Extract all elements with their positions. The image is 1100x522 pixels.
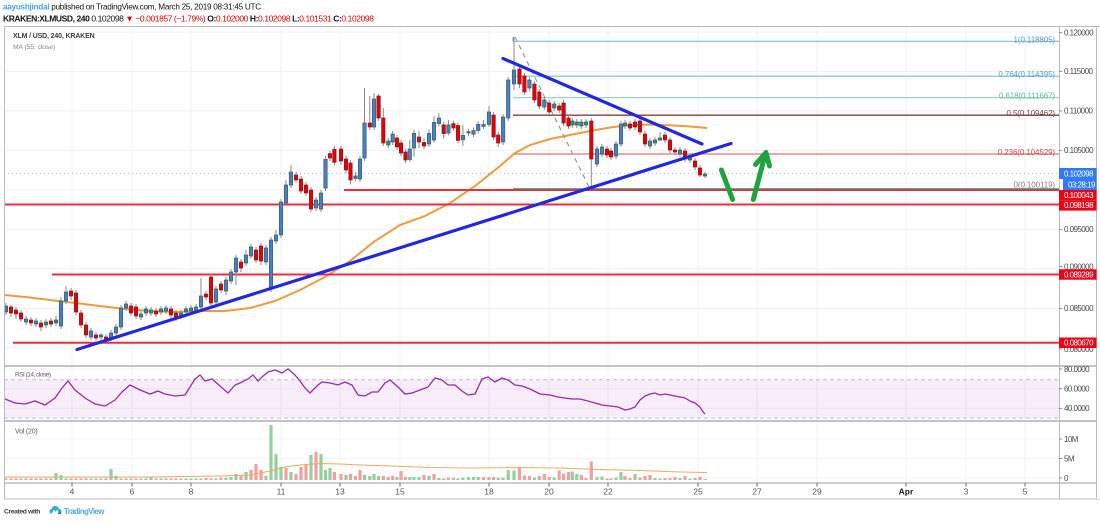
svg-text:0.105000: 0.105000 bbox=[1064, 146, 1094, 155]
svg-text:03:28:19: 03:28:19 bbox=[1068, 180, 1096, 189]
svg-text:0.110000: 0.110000 bbox=[1064, 107, 1093, 116]
svg-text:0.618(0.111667): 0.618(0.111667) bbox=[999, 92, 1055, 101]
svg-text:0.080000: 0.080000 bbox=[1064, 345, 1094, 354]
svg-text:0.089289: 0.089289 bbox=[1064, 270, 1094, 279]
svg-text:0.764(0.114395): 0.764(0.114395) bbox=[998, 70, 1055, 79]
svg-text:0: 0 bbox=[1064, 474, 1069, 483]
svg-text:10M: 10M bbox=[1064, 435, 1079, 444]
svg-text:Apr: Apr bbox=[899, 487, 914, 497]
svg-text:80.0000: 80.0000 bbox=[1064, 365, 1090, 374]
svg-text:0.102098: 0.102098 bbox=[1064, 169, 1094, 178]
svg-text:MA (55, close): MA (55, close) bbox=[13, 44, 55, 51]
svg-text:6: 6 bbox=[130, 487, 135, 497]
svg-text:8: 8 bbox=[189, 487, 194, 497]
svg-text:Created with: Created with bbox=[4, 509, 40, 516]
svg-text:13: 13 bbox=[335, 487, 345, 497]
svg-text:0.236(0.104529): 0.236(0.104529) bbox=[998, 148, 1056, 157]
svg-text:0.120000: 0.120000 bbox=[1064, 28, 1094, 37]
svg-text:0.098198: 0.098198 bbox=[1064, 201, 1094, 210]
svg-text:0(0.100119): 0(0.100119) bbox=[1014, 180, 1056, 189]
svg-text:4: 4 bbox=[70, 487, 75, 497]
svg-text:aayushjindal published on Trad: aayushjindal published on TradingView.co… bbox=[3, 3, 261, 12]
svg-text:KRAKEN:XLMUSD, 240 0.102098 ▼: KRAKEN:XLMUSD, 240 0.102098 ▼ −0.001857 … bbox=[3, 13, 374, 23]
svg-text:0.5(0.109462): 0.5(0.109462) bbox=[1006, 109, 1055, 118]
svg-text:1(0.118805): 1(0.118805) bbox=[1014, 35, 1056, 44]
svg-text:Vol (20): Vol (20) bbox=[15, 429, 38, 436]
svg-text:20: 20 bbox=[544, 487, 554, 497]
svg-text:27: 27 bbox=[752, 487, 762, 497]
svg-text:22: 22 bbox=[603, 487, 613, 497]
svg-text:XLM / USD, 240, KRAKEN: XLM / USD, 240, KRAKEN bbox=[13, 33, 95, 40]
svg-text:0.095000: 0.095000 bbox=[1064, 225, 1094, 234]
svg-text:5M: 5M bbox=[1064, 454, 1075, 463]
svg-text:18: 18 bbox=[484, 487, 494, 497]
svg-text:40.0000: 40.0000 bbox=[1064, 404, 1090, 413]
svg-text:0.080670: 0.080670 bbox=[1064, 339, 1094, 348]
svg-text:0.085000: 0.085000 bbox=[1064, 304, 1094, 313]
svg-text:0.115000: 0.115000 bbox=[1064, 67, 1093, 76]
svg-text:3: 3 bbox=[964, 487, 969, 497]
svg-text:0.090000: 0.090000 bbox=[1064, 262, 1094, 271]
svg-text:TradingView: TradingView bbox=[64, 507, 105, 516]
svg-text:15: 15 bbox=[395, 487, 405, 497]
svg-text:29: 29 bbox=[812, 487, 822, 497]
svg-text:RSI (14, close): RSI (14, close) bbox=[15, 372, 51, 379]
svg-text:11: 11 bbox=[277, 487, 286, 497]
svg-text:60.0000: 60.0000 bbox=[1064, 385, 1090, 394]
svg-text:25: 25 bbox=[693, 487, 703, 497]
svg-text:5: 5 bbox=[1023, 487, 1028, 497]
svg-text:0.100043: 0.100043 bbox=[1064, 191, 1094, 200]
